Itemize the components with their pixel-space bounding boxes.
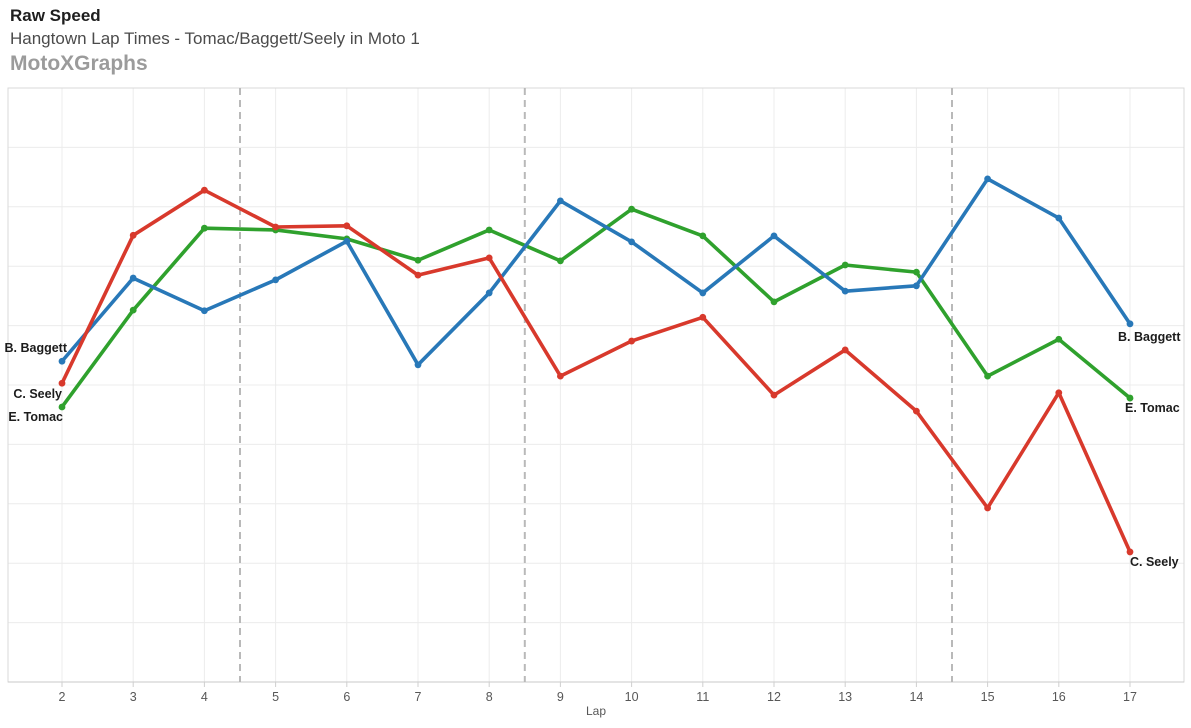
series-line-c-seely (60, 188, 1132, 554)
data-point-c-seely-lap-2 (58, 379, 66, 387)
data-point-c-seely-lap-16 (1055, 389, 1063, 397)
data-point-b-baggett-lap-6 (343, 237, 351, 245)
data-point-c-seely-lap-7 (414, 271, 422, 279)
data-point-e-tomac-lap-7 (414, 256, 422, 264)
data-point-b-baggett-lap-3 (129, 274, 137, 282)
data-point-c-seely-lap-15 (984, 504, 991, 512)
data-point-e-tomac-lap-4 (201, 224, 208, 232)
data-point-b-baggett-lap-7 (414, 361, 422, 369)
data-point-e-tomac-lap-13 (841, 261, 849, 269)
x-tick-label: 9 (557, 690, 564, 704)
series-label-seely-right: C. Seely (1130, 555, 1179, 569)
x-tick-label: 11 (696, 690, 709, 704)
series-label-tomac-left: E. Tomac (8, 410, 63, 424)
data-point-e-tomac-lap-10 (628, 205, 635, 213)
x-tick-label: 12 (767, 690, 781, 704)
data-point-c-seely-lap-9 (557, 372, 564, 380)
data-point-b-baggett-lap-12 (770, 232, 778, 240)
data-point-e-tomac-lap-3 (129, 306, 137, 314)
data-point-e-tomac-lap-17 (1126, 394, 1134, 402)
series-label-baggett-right: B. Baggett (1118, 330, 1181, 344)
x-tick-label: 16 (1052, 690, 1066, 704)
data-point-e-tomac-lap-9 (557, 257, 564, 265)
data-point-c-seely-lap-3 (129, 231, 137, 239)
data-point-e-tomac-lap-12 (770, 298, 778, 306)
data-point-b-baggett-lap-14 (913, 282, 920, 290)
data-point-c-seely-lap-17 (1126, 548, 1134, 556)
series-label-seely-left: C. Seely (13, 387, 62, 401)
data-point-c-seely-lap-11 (699, 313, 707, 321)
data-point-b-baggett-lap-15 (984, 175, 991, 183)
series-label-tomac-right: E. Tomac (1125, 401, 1180, 415)
page-title: Raw Speed (10, 6, 101, 25)
data-point-c-seely-lap-8 (485, 254, 493, 262)
data-point-b-baggett-lap-2 (58, 357, 66, 365)
x-tick-label: 8 (486, 690, 493, 704)
data-point-e-tomac-lap-16 (1055, 335, 1063, 343)
brand-logo-text: MotoXGraphs (10, 52, 148, 75)
data-point-b-baggett-lap-5 (272, 276, 279, 284)
data-point-b-baggett-lap-4 (201, 307, 208, 315)
data-point-b-baggett-lap-13 (841, 287, 849, 295)
data-point-c-seely-lap-6 (343, 222, 351, 230)
x-tick-label: 15 (981, 690, 995, 704)
x-tick-label: 4 (201, 690, 208, 704)
x-tick-label: 3 (130, 690, 137, 704)
data-point-e-tomac-lap-11 (699, 232, 707, 240)
x-tick-label: 6 (343, 690, 350, 704)
x-tick-label: 14 (909, 690, 923, 704)
data-point-c-seely-lap-12 (770, 391, 778, 399)
data-point-e-tomac-lap-2 (58, 403, 66, 411)
data-point-c-seely-lap-13 (841, 346, 849, 354)
data-point-b-baggett-lap-10 (628, 238, 635, 246)
x-tick-label: 7 (415, 690, 422, 704)
data-point-e-tomac-lap-14 (913, 268, 920, 276)
data-point-b-baggett-lap-8 (485, 289, 493, 297)
data-point-c-seely-lap-5 (272, 223, 279, 231)
data-point-c-seely-lap-10 (628, 337, 635, 345)
x-axis-title: Lap (586, 704, 606, 718)
x-tick-label: 2 (59, 690, 66, 704)
series-line-b-baggett (60, 177, 1132, 367)
data-point-e-tomac-lap-8 (485, 226, 493, 234)
page-subtitle: Hangtown Lap Times - Tomac/Baggett/Seely… (10, 29, 420, 48)
x-tick-label: 17 (1123, 690, 1137, 704)
data-point-c-seely-lap-14 (913, 407, 920, 415)
data-point-c-seely-lap-4 (201, 186, 208, 194)
data-point-b-baggett-lap-11 (699, 289, 707, 297)
x-tick-label: 13 (838, 690, 852, 704)
data-point-b-baggett-lap-9 (557, 197, 564, 205)
data-point-b-baggett-lap-17 (1126, 320, 1134, 328)
series-label-baggett-left: B. Baggett (4, 341, 68, 355)
x-tick-label: 5 (272, 690, 279, 704)
x-tick-label: 10 (625, 690, 639, 704)
series-line-e-tomac (60, 207, 1132, 409)
data-point-e-tomac-lap-15 (984, 372, 991, 380)
data-point-b-baggett-lap-16 (1055, 214, 1063, 222)
